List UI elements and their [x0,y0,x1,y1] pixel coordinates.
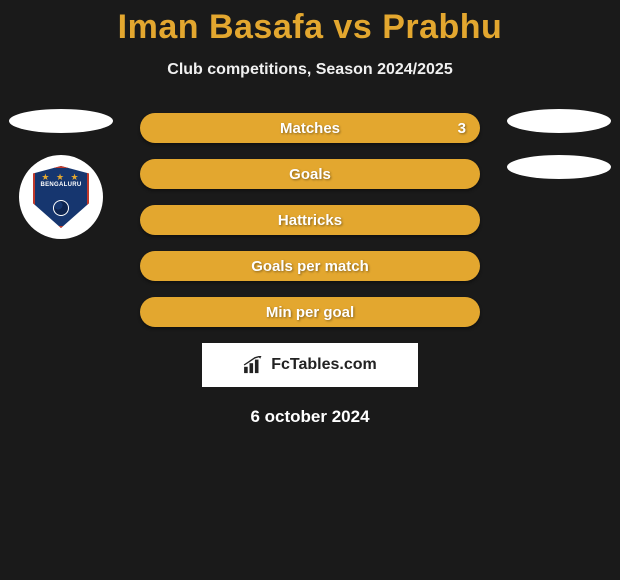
shield-icon: ★ ★ ★ BENGALURU [33,166,89,228]
stat-label: Goals per match [251,258,369,275]
stat-label: Matches [280,120,340,137]
brand-logo-box: FcTables.com [202,343,418,387]
stat-row-matches: Matches 3 [140,113,480,143]
brand-name: FcTables.com [271,356,377,374]
subtitle: Club competitions, Season 2024/2025 [0,61,620,79]
player-right-avatar [507,109,611,133]
stat-right-value: 3 [458,120,466,137]
club-right-badge [507,155,611,179]
ball-icon [53,200,69,216]
chart-icon [243,356,265,374]
stat-rows: Matches 3 Goals Hattricks Goals per matc… [140,113,480,327]
stat-row-min-per-goal: Min per goal [140,297,480,327]
player-left-avatar [9,109,113,133]
player-right-column [504,109,614,201]
page-title: Iman Basafa vs Prabhu [0,0,620,47]
club-left-badge: ★ ★ ★ BENGALURU [19,155,103,239]
club-left-name: BENGALURU [35,182,87,188]
stat-label: Min per goal [266,304,354,321]
stat-label: Goals [289,166,331,183]
date-label: 6 october 2024 [0,407,620,427]
stat-row-goals: Goals [140,159,480,189]
stat-row-hattricks: Hattricks [140,205,480,235]
stat-label: Hattricks [278,212,342,229]
stat-row-goals-per-match: Goals per match [140,251,480,281]
comparison-content: ★ ★ ★ BENGALURU Matches 3 Goals Hattrick… [0,113,620,427]
player-left-column: ★ ★ ★ BENGALURU [6,109,116,239]
